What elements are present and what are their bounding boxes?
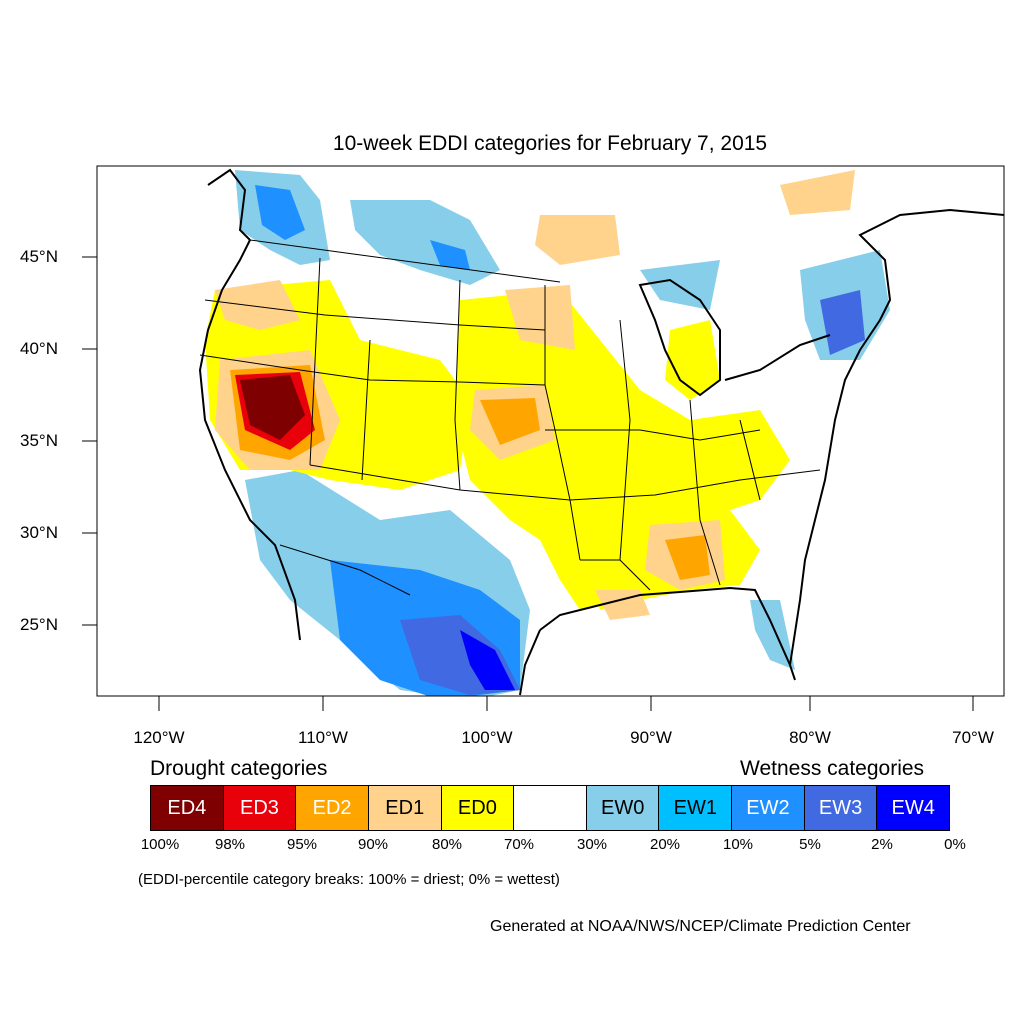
legend-box-ed2: ED2: [296, 786, 369, 830]
pct-label: 90%: [357, 836, 389, 853]
pct-label: 95%: [286, 836, 318, 853]
dry-region-nevada-ed4: [240, 375, 305, 440]
lon-ticks: [158, 696, 974, 711]
pct-label: 5%: [799, 836, 821, 853]
dry-region-canada-ed1: [780, 170, 855, 215]
wet-region-ne-strong: [820, 290, 865, 355]
lon-label-100w: 100°W: [461, 728, 513, 747]
legend-box-ew2: EW2: [732, 786, 805, 830]
credit-line: Generated at NOAA/NWS/NCEP/Climate Predi…: [490, 918, 911, 935]
legend-box-ew3: EW3: [804, 786, 878, 830]
wet-region-north-strong: [430, 240, 470, 270]
lon-label-120w: 120°W: [133, 728, 185, 747]
lat-label-25: 25°N: [20, 615, 58, 634]
lon-label-90w: 90°W: [630, 728, 672, 747]
legend-box-ed1: ED1: [368, 786, 442, 830]
lat-label-45: 45°N: [20, 247, 58, 266]
lon-label-80w: 80°W: [789, 728, 831, 747]
pct-label: 100%: [140, 836, 180, 853]
dry-region-central: [455, 290, 790, 610]
drought-categories-heading: Drought categories: [150, 757, 328, 780]
lat-label-30: 30°N: [20, 523, 58, 542]
coastline: [198, 168, 1005, 696]
pct-label: 70%: [503, 836, 535, 853]
pct-label: 20%: [649, 836, 681, 853]
pct-label: 0%: [944, 836, 966, 853]
dry-region-canada-north: [535, 215, 620, 265]
map-title: 10-week EDDI categories for February 7, …: [332, 132, 768, 155]
dry-region-michigan: [665, 320, 720, 400]
legend-color-bar: ED4 ED3 ED2 ED1 ED0 EW0 EW1 EW2 EW3 EW4: [150, 785, 950, 831]
dry-region-kansas-ed2: [480, 398, 540, 445]
wet-region-nw-strong: [255, 185, 305, 240]
legend-box-ed3: ED3: [223, 786, 297, 830]
category-breaks-note: (EDDI-percentile category breaks: 100% =…: [138, 871, 560, 888]
lat-label-35: 35°N: [20, 431, 58, 450]
lon-label-110w: 110°W: [298, 728, 348, 747]
lon-label-70w: 70°W: [952, 728, 994, 747]
dry-region-alabama-ed2: [665, 535, 710, 580]
legend-box-ed4: ED4: [151, 786, 224, 830]
pct-label: 80%: [431, 836, 463, 853]
legend-box-ew0: EW0: [586, 786, 660, 830]
dry-region-dakota-ed1: [505, 285, 575, 350]
wet-region-greatlakes: [640, 260, 720, 310]
pct-label: 10%: [722, 836, 754, 853]
legend-box-ed0: ED0: [441, 786, 515, 830]
pct-label: 2%: [871, 836, 893, 853]
legend-box-ew1: EW1: [659, 786, 733, 830]
legend-box-ew4: EW4: [877, 786, 950, 830]
wet-region-texas-max: [460, 630, 515, 690]
lat-ticks: [82, 256, 97, 626]
wetness-categories-heading: Wetness categories: [740, 757, 925, 780]
boundary-lines: [199, 239, 821, 596]
pct-label: 30%: [576, 836, 608, 853]
lat-label-40: 40°N: [20, 339, 58, 358]
legend-box-normal: [514, 786, 587, 830]
dry-region-northwest-ed1: [215, 280, 300, 330]
map-frame: [96, 165, 1005, 697]
dry-region-louisiana-ed1: [595, 590, 650, 620]
pct-label: 98%: [214, 836, 246, 853]
